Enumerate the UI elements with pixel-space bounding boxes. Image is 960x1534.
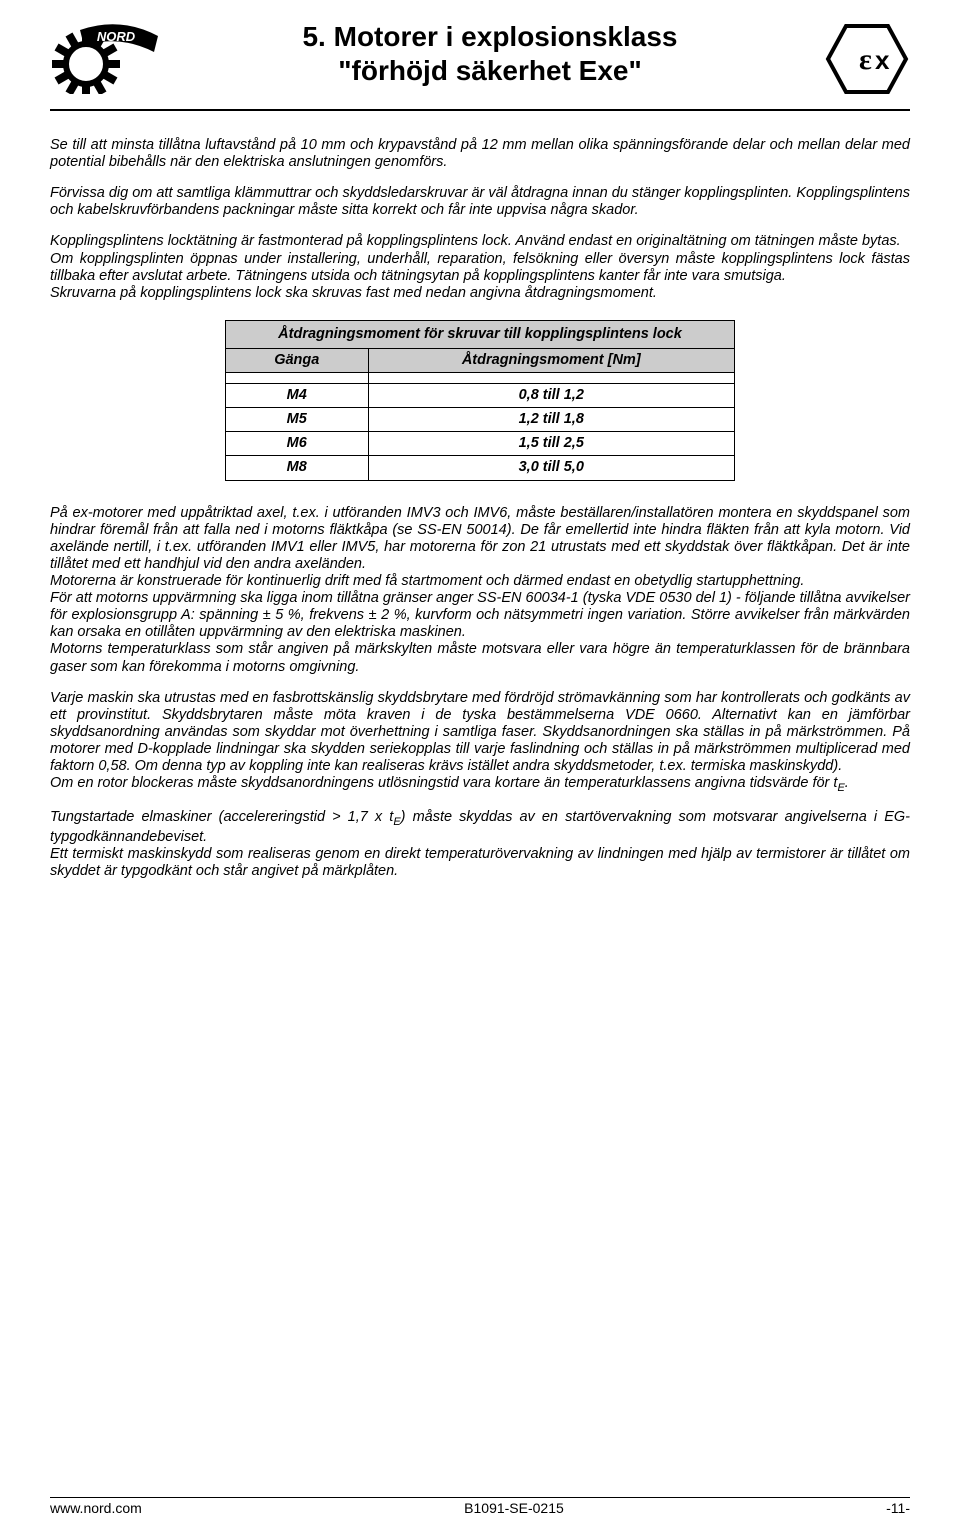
table-row: M5 1,2 till 1,8 [226,408,735,432]
svg-text:ε: ε [859,43,872,76]
svg-text:x: x [875,45,890,75]
paragraph: För att motorns uppvärmning ska ligga in… [50,590,910,641]
svg-text:NORD: NORD [97,29,136,44]
table-col-torque: Åtdragningsmoment [Nm] [368,348,734,372]
ex-hexagon-icon: ε x [820,22,910,101]
paragraph: Se till att minsta tillåtna luftavstånd … [50,137,910,171]
paragraph: Motorns temperaturklass som står angiven… [50,641,910,675]
paragraph: På ex-motorer med uppåtriktad axel, t.ex… [50,505,910,573]
table-cell: M5 [226,408,369,432]
paragraph: Tungstartade elmaskiner (accelereringsti… [50,809,910,846]
footer-url: www.nord.com [50,1500,142,1516]
paragraph: Skruvarna på kopplingsplintens lock ska … [50,285,910,302]
page-header: NORD 5. Motorer i explosionsklass "förhö… [50,20,910,101]
paragraph: Motorerna är konstruerade för kontinuerl… [50,573,910,590]
footer-doc-id: B1091-SE-0215 [464,1500,564,1516]
paragraph: Om kopplingsplinten öppnas under install… [50,251,910,285]
table-title: Åtdragningsmoment för skruvar till koppl… [226,320,735,348]
table-row: M6 1,5 till 2,5 [226,432,735,456]
table-cell: 1,2 till 1,8 [368,408,734,432]
nord-logo: NORD [50,22,160,99]
paragraph: Förvissa dig om att samtliga klämmuttrar… [50,185,910,219]
page-footer: www.nord.com B1091-SE-0215 -11- [50,1497,910,1516]
table-cell: 1,5 till 2,5 [368,432,734,456]
title-line-1: 5. Motorer i explosionsklass [168,20,812,54]
table-cell: 0,8 till 1,2 [368,384,734,408]
paragraph: Varje maskin ska utrustas med en fasbrot… [50,690,910,776]
table-col-thread: Gänga [226,348,369,372]
footer-page-number: -11- [886,1500,910,1516]
page-title: 5. Motorer i explosionsklass "förhöjd sä… [160,20,820,87]
paragraph: Om en rotor blockeras måste skyddsanordn… [50,775,910,795]
header-divider [50,109,910,111]
table-row: M8 3,0 till 5,0 [226,456,735,480]
table-cell: M4 [226,384,369,408]
table-row: M4 0,8 till 1,2 [226,384,735,408]
title-line-2: "förhöjd säkerhet Exe" [168,54,812,88]
table-cell: 3,0 till 5,0 [368,456,734,480]
body-text: Se till att minsta tillåtna luftavstånd … [50,137,910,880]
page: NORD 5. Motorer i explosionsklass "förhö… [0,0,960,1534]
table-cell: M8 [226,456,369,480]
torque-table: Åtdragningsmoment för skruvar till koppl… [225,320,735,481]
table-cell: M6 [226,432,369,456]
paragraph: Kopplingsplintens locktätning är fastmon… [50,233,910,250]
paragraph: Ett termiskt maskinskydd som realiseras … [50,846,910,880]
